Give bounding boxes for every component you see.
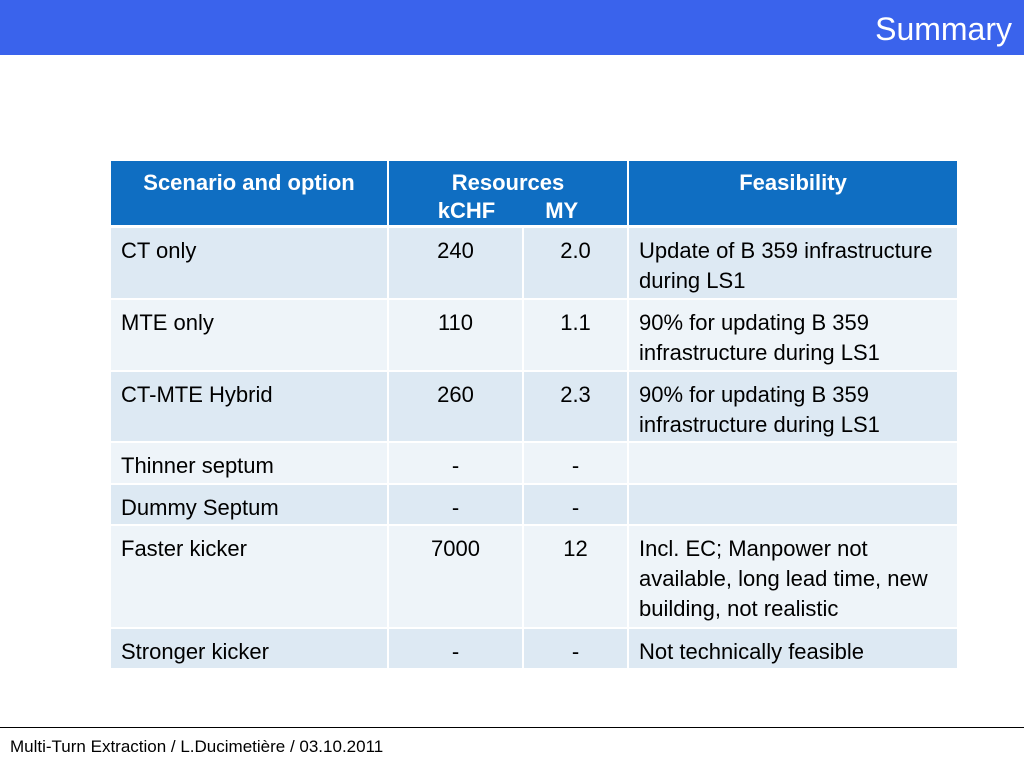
cell-my: - <box>523 627 630 670</box>
cell-feasibility: Not technically feasible <box>628 627 958 670</box>
cell-my: 2.0 <box>523 226 630 300</box>
header-feasibility: Feasibility <box>628 161 958 228</box>
cell-kchf: 110 <box>388 298 524 372</box>
cell-scenario: Faster kicker <box>111 524 389 629</box>
cell-scenario: CT only <box>111 226 389 300</box>
table-row: CT-MTE Hybrid 260 2.3 90% for updating B… <box>111 370 958 443</box>
footer-divider <box>0 727 1024 728</box>
cell-my: - <box>523 483 630 526</box>
header-resources: Resources kCHF MY <box>388 161 630 228</box>
cell-my: 12 <box>523 524 630 629</box>
summary-table: Scenario and option Resources kCHF MY Fe… <box>111 161 958 670</box>
cell-scenario: Stronger kicker <box>111 627 389 670</box>
cell-feasibility <box>628 441 958 485</box>
cell-scenario: Dummy Septum <box>111 483 389 526</box>
cell-kchf: - <box>388 441 524 485</box>
cell-kchf: 240 <box>388 226 524 300</box>
table-row: MTE only 110 1.1 90% for updating B 359 … <box>111 298 958 372</box>
cell-kchf: 7000 <box>388 524 524 629</box>
cell-my: 1.1 <box>523 298 630 372</box>
header-resources-title: Resources <box>451 170 565 195</box>
header-my: MY <box>545 198 579 223</box>
cell-kchf: - <box>388 483 524 526</box>
table-row: CT only 240 2.0 Update of B 359 infrastr… <box>111 226 958 300</box>
table-row: Dummy Septum - - <box>111 483 958 526</box>
slide-title: Summary <box>875 11 1012 47</box>
cell-scenario: Thinner septum <box>111 441 389 485</box>
table-row: Thinner septum - - <box>111 441 958 485</box>
cell-feasibility: 90% for updating B 359 infrastructure du… <box>628 370 958 443</box>
cell-scenario: MTE only <box>111 298 389 372</box>
cell-kchf: 260 <box>388 370 524 443</box>
table-row: Stronger kicker - - Not technically feas… <box>111 627 958 670</box>
title-bar: Summary <box>0 0 1024 55</box>
cell-feasibility: Incl. EC; Manpower not available, long l… <box>628 524 958 629</box>
cell-scenario: CT-MTE Hybrid <box>111 370 389 443</box>
cell-my: - <box>523 441 630 485</box>
cell-feasibility <box>628 483 958 526</box>
header-resources-units: kCHF MY <box>397 197 619 225</box>
cell-feasibility: 90% for updating B 359 infrastructure du… <box>628 298 958 372</box>
table-header-row: Scenario and option Resources kCHF MY Fe… <box>111 161 958 228</box>
header-scenario: Scenario and option <box>111 161 389 228</box>
footer-text: Multi-Turn Extraction / L.Ducimetière / … <box>10 737 384 756</box>
cell-my: 2.3 <box>523 370 630 443</box>
header-kchf: kCHF <box>437 198 496 223</box>
table-row: Faster kicker 7000 12 Incl. EC; Manpower… <box>111 524 958 629</box>
cell-feasibility: Update of B 359 infrastructure during LS… <box>628 226 958 300</box>
cell-kchf: - <box>388 627 524 670</box>
